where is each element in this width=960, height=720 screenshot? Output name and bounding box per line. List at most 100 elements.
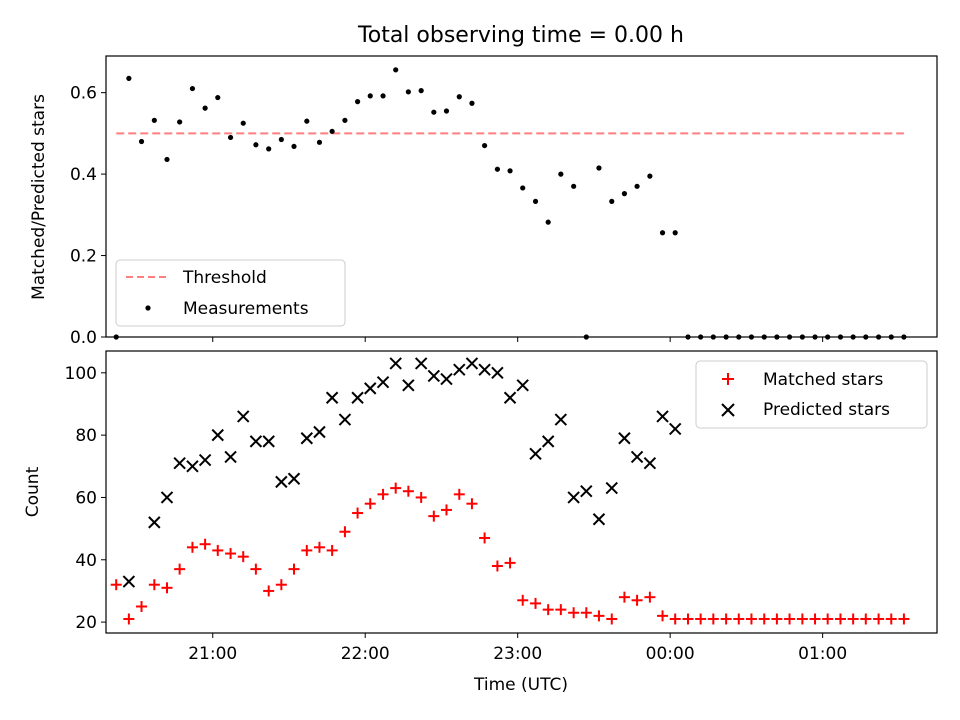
predicted-star-point	[491, 366, 504, 380]
predicted-star-point	[186, 460, 199, 473]
predicted-star-point	[630, 450, 644, 464]
predicted-star-point	[453, 363, 466, 376]
measurement-point	[126, 75, 132, 81]
matched-star-point	[250, 563, 262, 575]
predicted-star-point	[325, 391, 339, 404]
measurement-point	[507, 168, 513, 174]
ratio-y-tick-label: 0.0	[70, 328, 97, 348]
matched-star-point	[695, 613, 707, 625]
measurement-point	[266, 146, 272, 152]
matched-star-point	[352, 507, 364, 519]
predicted-star-point	[211, 428, 224, 442]
predicted-star-point	[364, 382, 377, 395]
predicted-star-point	[249, 435, 263, 448]
count-y-tick-label: 20	[75, 613, 97, 633]
matched-star-point	[148, 579, 160, 591]
matched-star-point	[390, 482, 402, 494]
matched-star-point	[517, 594, 529, 606]
predicted-star-point	[160, 491, 174, 504]
measurement-point	[431, 109, 437, 115]
matched-star-point	[733, 613, 745, 625]
predicted-star-point	[580, 485, 593, 498]
matched-star-point	[161, 582, 173, 594]
predicted-star-point	[592, 513, 606, 526]
predicted-star-point	[503, 391, 517, 404]
matched-star-point	[555, 604, 567, 616]
measurement-point	[240, 120, 246, 126]
predicted-star-point	[389, 357, 402, 370]
measurement-point	[164, 156, 170, 163]
predicted-star-point	[554, 413, 568, 426]
predicted-legend-swatch	[721, 403, 735, 417]
measurement-point	[532, 198, 539, 204]
matched-star-point	[580, 607, 592, 619]
matched-star-point	[542, 604, 554, 616]
measurement-point	[672, 230, 678, 236]
matched-star-point	[898, 613, 910, 625]
matched-star-point	[593, 610, 605, 622]
predicted-star-point	[668, 422, 682, 436]
measurement-point	[202, 105, 208, 111]
count-y-tick-label: 40	[75, 551, 97, 571]
measurement-point	[253, 142, 259, 148]
predicted-star-point	[414, 357, 428, 370]
matched-star-point	[186, 541, 198, 553]
matched-star-point	[237, 551, 249, 563]
measurement-point	[558, 171, 564, 177]
predicted-star-point	[275, 475, 288, 489]
measurement-point	[609, 198, 615, 204]
matched-star-point	[822, 613, 834, 625]
matched-star-point	[199, 538, 211, 550]
predicted-star-point	[376, 375, 390, 389]
predicted-star-point	[567, 491, 580, 504]
measurement-point	[647, 173, 653, 179]
matched-star-point	[326, 544, 338, 556]
matched-star-point	[568, 607, 580, 619]
predicted-star-point	[402, 379, 415, 392]
measurement-point	[456, 94, 462, 100]
measurement-point	[621, 191, 628, 197]
ratio-panel-frame	[105, 55, 938, 338]
matched-star-point	[263, 585, 275, 597]
matched-star-point	[860, 613, 872, 625]
matched-star-point	[745, 613, 757, 625]
measurements-legend-swatch	[145, 305, 151, 311]
predicted-star-point	[262, 435, 275, 448]
matched-star-point	[631, 594, 643, 606]
predicted-star-point	[237, 410, 250, 423]
matched-star-point	[275, 579, 287, 591]
matched-legend-label: Matched stars	[763, 370, 883, 390]
matched-star-point	[771, 613, 783, 625]
matched-star-point	[606, 613, 618, 625]
predicted-star-point	[541, 435, 555, 448]
measurement-point	[520, 185, 526, 191]
measurement-point	[342, 117, 348, 123]
predicted-star-point	[605, 481, 618, 495]
matched-star-point	[809, 613, 821, 625]
ratio-panel: 0.0 0.2 0.4 0.6 Matched/Predicted stars Thr…	[29, 55, 938, 348]
matched-star-point	[618, 591, 630, 603]
matched-star-point	[491, 560, 503, 572]
measurement-point	[469, 100, 475, 106]
matched-star-point	[682, 613, 694, 625]
measurements-legend-label: Measurements	[183, 299, 309, 319]
count-panel: 20 40 60 80 100 21:00 22:00 23:00 00:00 01:00 Cou…	[23, 350, 938, 695]
predicted-star-point	[427, 369, 441, 383]
matched-star-point	[110, 579, 122, 591]
measurement-point	[393, 67, 399, 73]
matched-star-point	[796, 613, 808, 625]
count-x-tick-label: 23:00	[493, 644, 542, 664]
matched-star-point	[784, 613, 796, 625]
measurement-point	[405, 89, 411, 95]
measurement-point	[494, 166, 501, 172]
count-legend: Matched stars Predicted stars	[695, 360, 928, 429]
measurement-point	[329, 128, 335, 134]
matched-star-point	[466, 498, 478, 510]
matched-star-point	[453, 488, 465, 500]
count-panel-frame	[105, 350, 938, 634]
count-x-tick-label: 00:00	[646, 644, 695, 664]
matched-star-point	[885, 613, 897, 625]
matched-star-point	[834, 613, 846, 625]
predicted-star-point	[122, 575, 136, 588]
measurement-point	[443, 108, 450, 114]
